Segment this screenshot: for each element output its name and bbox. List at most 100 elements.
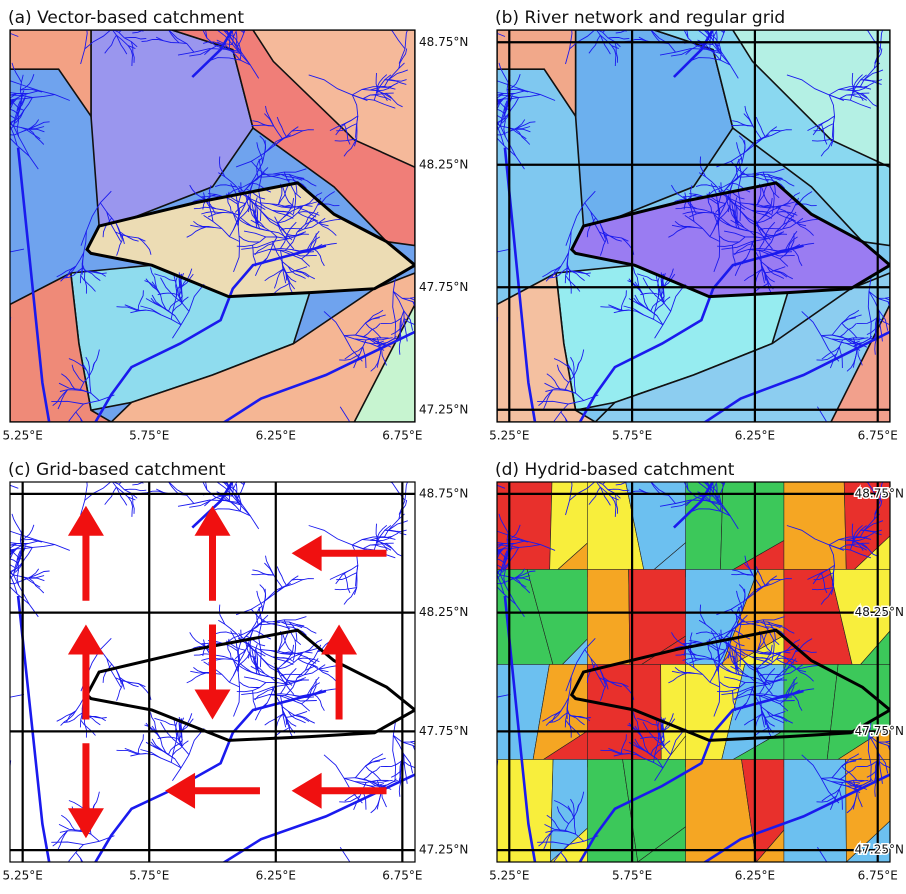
river — [120, 0, 142, 2]
river — [480, 86, 497, 98]
river — [329, 449, 351, 451]
river — [464, 566, 478, 581]
river — [427, 441, 447, 450]
river — [424, 707, 445, 711]
river — [480, 536, 497, 548]
river — [356, 22, 378, 24]
river — [386, 447, 393, 467]
river — [371, 462, 401, 469]
river — [422, 699, 465, 705]
river — [356, 474, 378, 476]
river — [604, 451, 625, 456]
river — [435, 428, 437, 449]
river — [445, 339, 475, 343]
x-tick-label: 6.25°E — [256, 869, 296, 883]
river — [334, 445, 358, 465]
river — [425, 797, 446, 801]
river — [0, 98, 10, 107]
river — [85, 425, 101, 439]
river — [435, 362, 449, 388]
catchment-area — [489, 474, 552, 577]
river — [392, 454, 396, 483]
river — [454, 431, 463, 459]
y-tick-label: 47.75°N — [419, 724, 468, 738]
river — [458, 333, 496, 353]
river — [427, 448, 449, 450]
river — [446, 326, 461, 342]
river — [475, 537, 496, 543]
river — [475, 564, 495, 571]
river — [470, 422, 484, 438]
river — [811, 884, 834, 890]
river — [569, 865, 585, 879]
river — [415, 0, 422, 2]
river — [468, 438, 488, 445]
river — [447, 290, 453, 320]
river — [425, 711, 444, 719]
river — [898, 323, 906, 343]
river — [425, 266, 444, 275]
river — [396, 0, 399, 16]
river — [404, 0, 415, 2]
y-tick-label: 47.25°N — [419, 843, 468, 857]
river — [462, 430, 471, 458]
river — [806, 449, 827, 451]
x-tick-label: 5.25°E — [3, 429, 43, 443]
river — [536, 442, 546, 461]
river — [833, 22, 854, 24]
river — [433, 795, 453, 803]
river — [50, 442, 60, 461]
river — [901, 448, 906, 450]
river — [868, 1, 872, 31]
river — [0, 564, 8, 571]
x-tick-label: 6.25°E — [256, 429, 296, 443]
x-tick-label: 6.25°E — [735, 869, 775, 883]
river — [392, 1, 396, 31]
river — [453, 290, 468, 316]
river — [431, 796, 460, 804]
river — [445, 782, 475, 785]
river — [534, 435, 549, 451]
map-panel — [393, 0, 906, 496]
river — [48, 435, 63, 451]
river — [423, 766, 432, 785]
river — [0, 317, 11, 376]
river — [471, 129, 501, 135]
river — [439, 312, 447, 332]
river — [459, 794, 469, 811]
river — [334, 884, 358, 890]
river — [438, 443, 454, 456]
river — [450, 748, 472, 749]
river — [526, 871, 551, 888]
river — [0, 86, 9, 92]
river — [463, 338, 487, 358]
river — [811, 445, 834, 465]
river — [466, 73, 484, 84]
river — [424, 441, 438, 457]
river — [120, 451, 142, 456]
y-tick-label: 47.75°N — [855, 724, 904, 738]
river — [460, 347, 474, 363]
x-tick-label: 5.75°E — [129, 869, 169, 883]
river — [463, 352, 469, 372]
river — [828, 462, 832, 483]
river — [807, 449, 828, 452]
river — [447, 734, 453, 763]
river — [420, 467, 464, 470]
river — [426, 359, 446, 367]
river — [889, 0, 893, 9]
river — [856, 445, 862, 474]
river — [458, 776, 496, 795]
river — [454, 0, 463, 6]
river — [542, 861, 554, 888]
river — [247, 24, 268, 28]
river — [542, 421, 554, 449]
river — [468, 98, 484, 112]
river — [0, 548, 10, 557]
x-tick-label: 6.75°E — [858, 869, 898, 883]
river — [823, 474, 845, 476]
panel-title: (b) River network and regular grid — [495, 8, 785, 28]
river — [900, 295, 906, 300]
river — [347, 471, 367, 477]
river — [448, 811, 459, 829]
